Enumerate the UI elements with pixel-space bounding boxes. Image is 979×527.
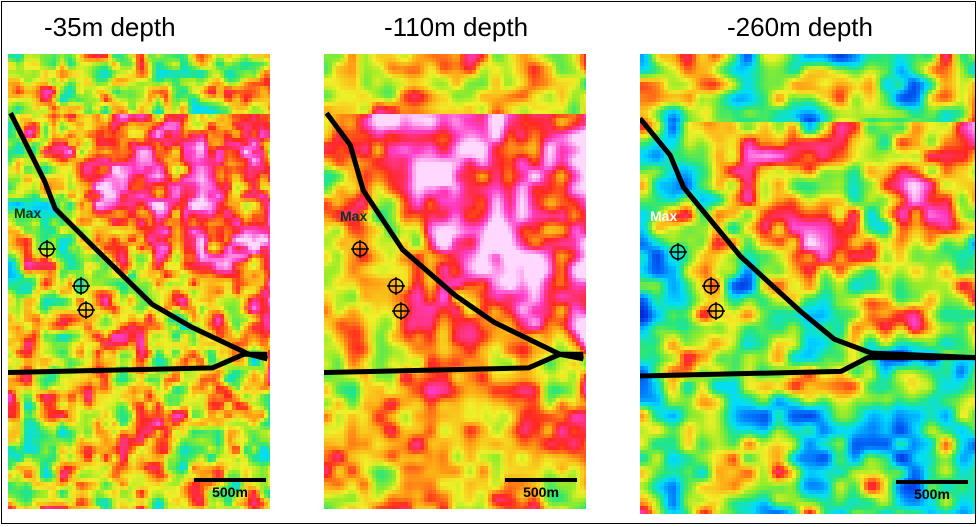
fault-line-horizontal (8, 351, 268, 375)
fault-line-horizontal (324, 351, 584, 375)
crosshair-circle-icon (72, 277, 90, 295)
scale-bar-1-label: 500m (212, 484, 248, 500)
crosshair-circle-icon (702, 277, 720, 295)
scale-bar-2-label: 500m (523, 484, 559, 500)
crosshair-circle-icon (387, 277, 405, 295)
max-label-1: Max (14, 205, 41, 221)
map-panel-3 (640, 54, 975, 514)
scale-bar-3-line (896, 480, 968, 484)
map-panel-1 (8, 54, 270, 509)
fault-line-diagonal (324, 111, 584, 362)
map-panel-2 (324, 54, 586, 509)
map-panel-1-canvas (8, 54, 270, 509)
fault-line-horizontal (640, 355, 975, 379)
panel-3-title: -260m depth (727, 12, 873, 43)
scale-bar-2-line (505, 478, 577, 482)
crosshair-circle-icon (707, 302, 725, 320)
panel-1-title: -35m depth (44, 12, 176, 43)
crosshair-circle-icon (38, 240, 56, 258)
map-panel-3-canvas (640, 54, 975, 514)
crosshair-circle-icon (669, 243, 687, 261)
scale-bar-3-label: 500m (914, 486, 950, 502)
fault-line-diagonal (8, 111, 269, 362)
max-label-2: Max (340, 208, 367, 224)
fault-line-diagonal (640, 116, 975, 361)
map-panel-2-canvas (324, 54, 586, 509)
crosshair-circle-icon (77, 301, 95, 319)
scale-bar-1-line (194, 478, 266, 482)
panel-2-title: -110m depth (384, 12, 528, 43)
scale-bar-1: 500m (194, 478, 266, 500)
scale-bar-3: 500m (896, 480, 968, 502)
scale-bar-2: 500m (505, 478, 577, 500)
crosshair-circle-icon (351, 240, 369, 258)
crosshair-circle-icon (392, 302, 410, 320)
max-label-3: Max (650, 208, 677, 224)
